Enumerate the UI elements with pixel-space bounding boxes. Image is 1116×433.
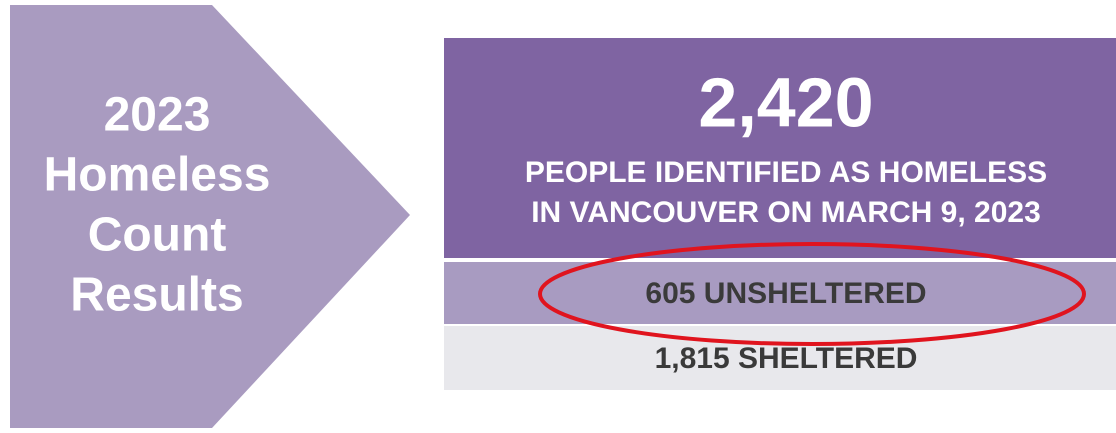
total-box [444,38,1116,258]
caption-line: IN VANCOUVER ON MARCH 9, 2023 [531,196,1041,229]
arrow-line: Results [70,269,243,322]
caption-line: PEOPLE IDENTIFIED AS HOMELESS [525,156,1047,189]
unsheltered-box [444,262,1116,324]
total-number: 2,420 [698,63,873,141]
sheltered-text: 1,815 SHELTERED [655,342,918,375]
arrow-shape [10,5,410,428]
sheltered-box [444,326,1116,390]
unsheltered-text: 605 UNSHELTERED [645,277,926,310]
arrow-line: 2023 [104,89,211,142]
arrow-line: Homeless [44,149,271,202]
arrow-line: Count [88,209,227,262]
highlight-circle [538,242,1086,346]
arrow-text: 2023 Homeless Count Results [44,89,271,322]
